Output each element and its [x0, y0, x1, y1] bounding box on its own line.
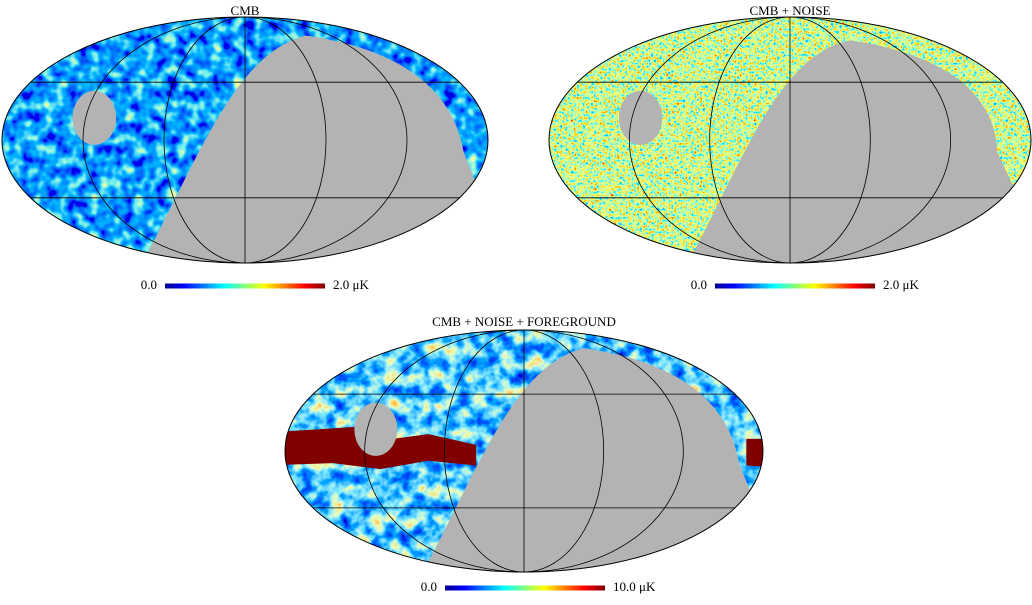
masked-hole [619, 91, 662, 145]
colorbar [445, 586, 605, 591]
map-panel: CMB + NOISE 0.0 2.0 μK [549, 3, 1032, 292]
colorbar-min: 0.0 [141, 277, 157, 292]
colorbar-min: 0.0 [421, 579, 437, 594]
colorbar-max: 10.0 μK [613, 579, 656, 594]
panel-title: CMB + NOISE + FOREGROUND [432, 314, 616, 329]
panel-title: CMB + NOISE [749, 3, 830, 18]
figure: CMB0.02.0 μKCMB + NOISE0.02.0 μKCMB + NO… [0, 0, 1032, 600]
sky-map [261, 330, 787, 584]
map-panel: CMB 0.0 2.0 μK [2, 3, 512, 292]
colorbar-max: 2.0 μK [883, 277, 919, 292]
masked-hole [72, 91, 116, 145]
colorbar [165, 284, 325, 289]
colorbar-min: 0.0 [691, 277, 707, 292]
colorbar [715, 284, 875, 289]
colorbar-max: 2.0 μK [333, 277, 369, 292]
sky-map [549, 17, 1032, 275]
masked-hole [354, 403, 397, 456]
panel-title: CMB [231, 3, 260, 18]
map-panel: CMB + NOISE + FOREGROUND 0.0 10.0 μK [261, 314, 787, 594]
foreground-band [746, 439, 787, 468]
sky-map [2, 17, 512, 275]
